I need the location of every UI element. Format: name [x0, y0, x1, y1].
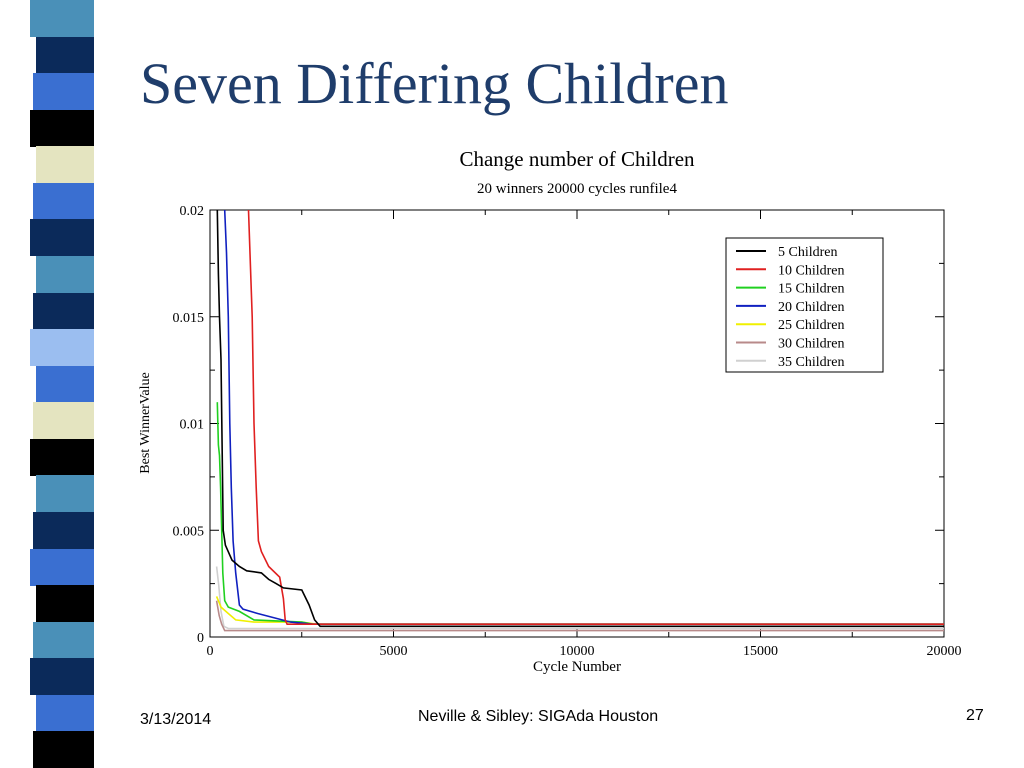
stripe-segment	[36, 366, 94, 403]
y-tick-label: 0	[197, 631, 204, 646]
series-line	[247, 209, 944, 626]
page-number: 27	[966, 707, 984, 724]
stripe-segment	[33, 622, 94, 659]
stripe-segment	[36, 146, 94, 183]
stripe-segment	[36, 37, 94, 74]
y-tick-label: 0.01	[180, 418, 205, 433]
stripe-segment	[36, 256, 94, 293]
series-line	[216, 209, 944, 628]
series-lines	[215, 209, 944, 632]
legend-label: 5 Children	[778, 245, 838, 260]
stripe-segment	[36, 585, 94, 622]
decorative-stripe	[30, 0, 100, 768]
series-line	[215, 600, 944, 632]
stripe-segment	[30, 658, 94, 695]
stripe-segment	[33, 73, 94, 110]
y-axis-label: Best WinnerValue	[138, 372, 153, 473]
stripe-segment	[33, 183, 94, 220]
footer-date: 3/13/2014	[140, 711, 212, 728]
y-tick-label: 0.015	[173, 311, 205, 326]
x-tick-label: 5000	[380, 644, 408, 659]
stripe-segment	[30, 329, 94, 366]
legend-label: 20 Children	[778, 300, 845, 315]
line-chart: Change number of Children 20 winners 200…	[138, 147, 962, 675]
stripe-segment	[30, 0, 94, 37]
x-tick-label: 0	[207, 644, 214, 659]
x-tick-label: 20000	[927, 644, 962, 659]
x-axis-label: Cycle Number	[533, 659, 621, 675]
x-tick-label: 15000	[743, 644, 778, 659]
stripe-segment	[33, 512, 94, 549]
stripe-segment	[30, 439, 94, 476]
y-tick-label: 0.02	[180, 204, 205, 219]
slide-title: Seven Differing Children	[140, 51, 729, 116]
series-line	[216, 402, 944, 626]
legend: 5 Children 10 Children 15 Children 20 Child…	[725, 237, 884, 373]
stripe-segment	[36, 695, 94, 732]
legend-label: 25 Children	[778, 318, 845, 333]
series-line	[215, 596, 944, 626]
series-line	[215, 566, 944, 630]
stripe-segment	[30, 549, 94, 586]
stripe-segment	[33, 293, 94, 330]
footer-presenter: Neville & Sibley: SIGAda Houston	[418, 708, 659, 725]
stripe-segment	[30, 110, 94, 147]
chart-title: Change number of Children	[459, 147, 695, 171]
chart-subtitle: 20 winners 20000 cycles runfile4	[477, 181, 677, 197]
legend-label: 10 Children	[778, 263, 845, 278]
stripe-segment	[36, 475, 94, 512]
legend-label: 15 Children	[778, 282, 845, 297]
x-tick-label: 10000	[560, 644, 595, 659]
y-tick-label: 0.005	[173, 524, 205, 539]
axis-ticks: 0 5000 10000 15000 20000 0 0.005 0.01 0.015 0.02	[173, 204, 962, 659]
series-line	[223, 209, 944, 626]
legend-label: 35 Children	[778, 355, 845, 370]
stripe-segment	[30, 219, 94, 256]
stripe-segment	[33, 731, 94, 768]
stripe-segment	[33, 402, 94, 439]
legend-label: 30 Children	[778, 337, 845, 352]
